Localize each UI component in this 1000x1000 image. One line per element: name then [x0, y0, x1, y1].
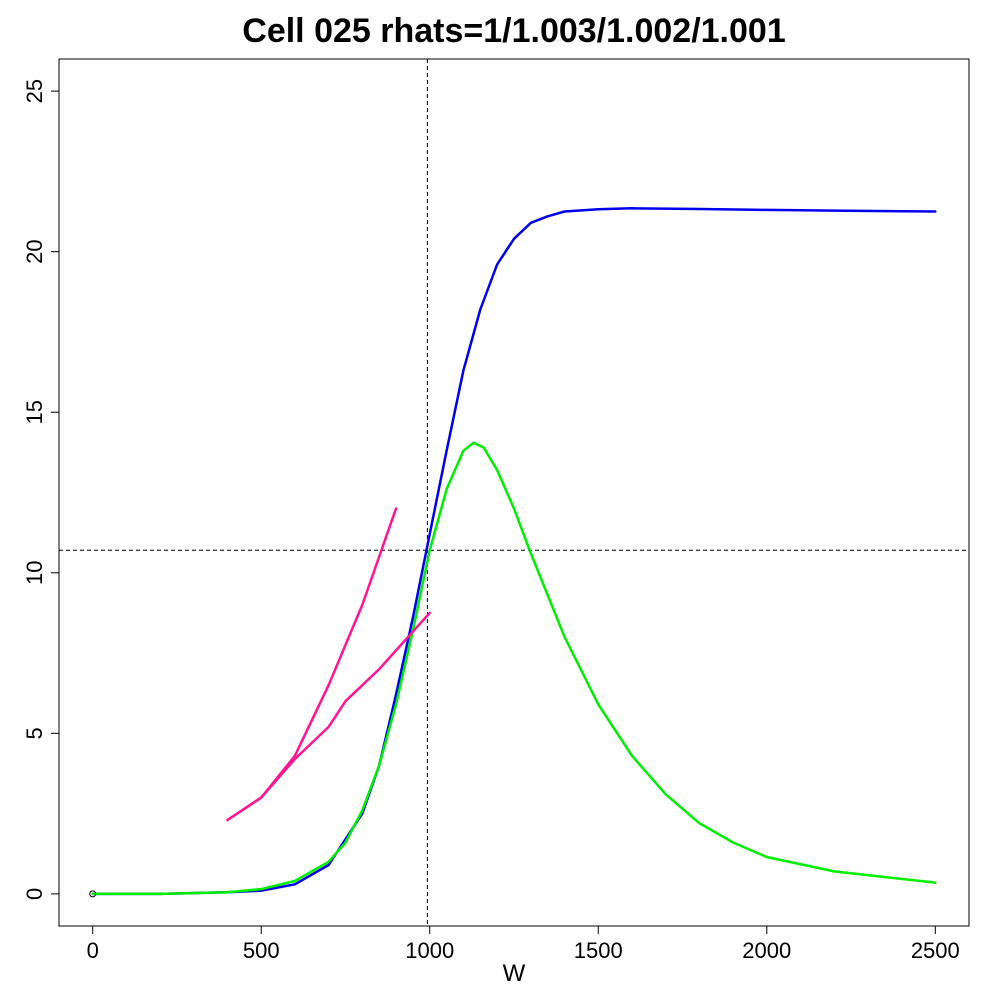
series-line-2: [91, 441, 937, 896]
x-tick-label: 2500: [911, 938, 960, 963]
axes: 0 500 1000 1500 2000 2500 0 5 10 15 20 25: [22, 79, 960, 963]
y-tick-label: 10: [22, 561, 47, 585]
y-tick-label: 5: [22, 727, 47, 739]
y-tick-label: 15: [22, 400, 47, 424]
plot-content: [59, 59, 969, 926]
chart-title: Cell 025 rhats=1/1.003/1.002/1.001: [242, 12, 785, 50]
x-tick-label: 500: [243, 938, 280, 963]
y-tick-label: 25: [22, 79, 47, 103]
plot-area: [59, 59, 969, 926]
x-tick-label: 1000: [405, 938, 454, 963]
series-line-1: [91, 207, 937, 896]
data-point-marker: [89, 890, 97, 898]
x-tick-label: 2000: [742, 938, 791, 963]
series-line-4: [226, 611, 431, 822]
x-axis-label: W: [503, 960, 526, 987]
x-tick-label: 0: [87, 938, 99, 963]
x-tick-label: 1500: [574, 938, 623, 963]
y-tick-label: 20: [22, 239, 47, 263]
y-tick-label: 0: [22, 888, 47, 900]
